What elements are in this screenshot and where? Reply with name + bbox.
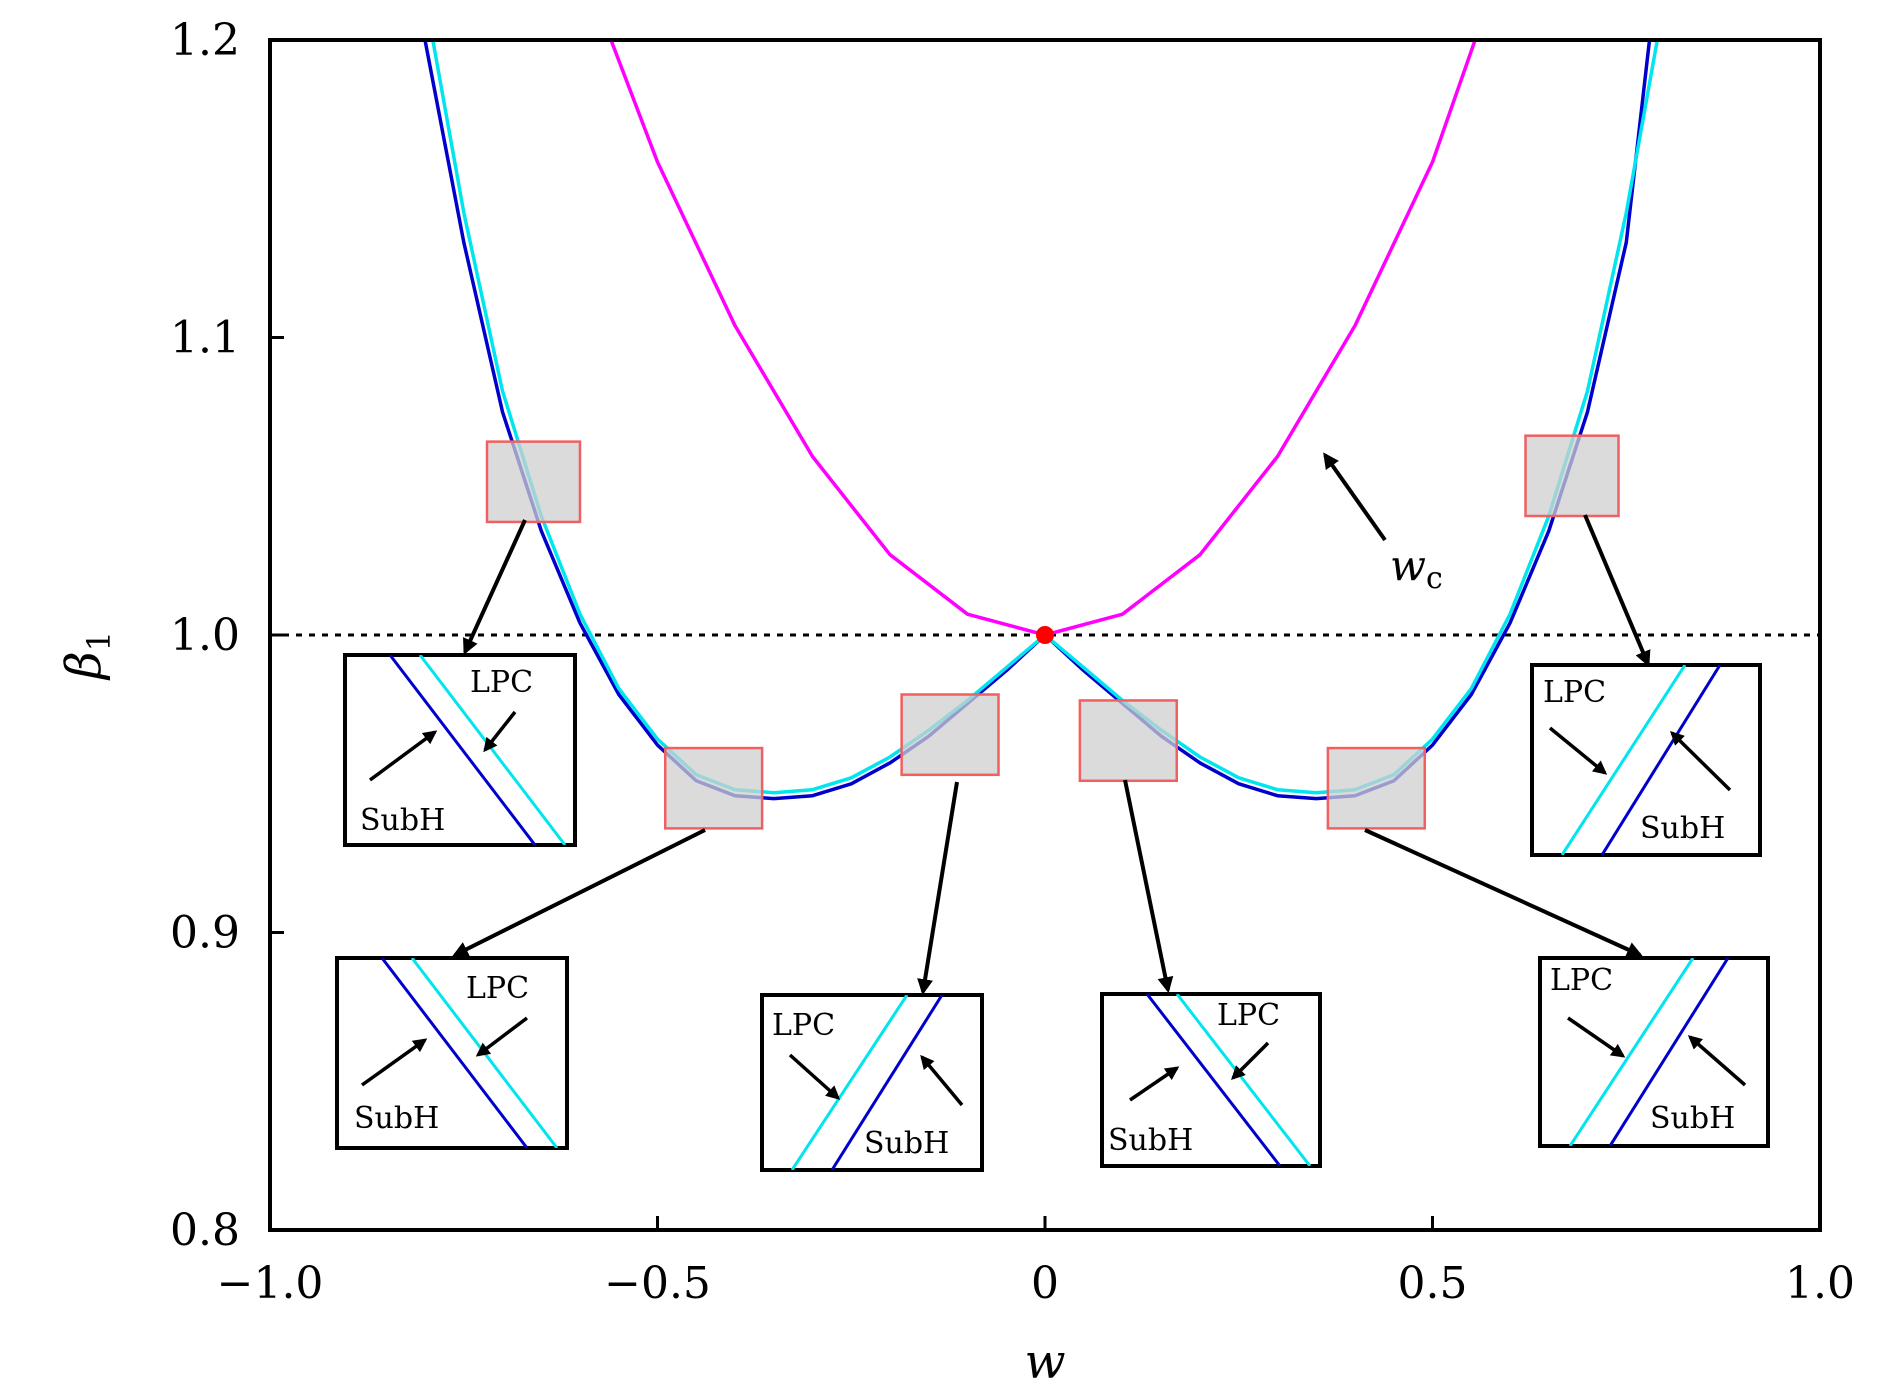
- inset-subh-label-1: SubH: [354, 1101, 439, 1136]
- x-tick-label-0: −1.0: [217, 1258, 324, 1309]
- highlight-region-4: [1326, 746, 1426, 830]
- wc-annotation: wc: [1323, 452, 1443, 596]
- inset-frame-1: [335, 956, 569, 1150]
- inset-pointer-arrow-0: [463, 519, 527, 655]
- inset-frame-3: [1100, 992, 1322, 1168]
- series-line-2: [431, 40, 1660, 795]
- x-axis-label: w: [1024, 1334, 1065, 1390]
- inset-panel-3: LPC SubH: [1100, 779, 1322, 1168]
- inset-lines-3: [1145, 994, 1312, 1166]
- inset-lpc-line-3: [1175, 994, 1312, 1166]
- inset-lpc-line-5: [1560, 665, 1687, 855]
- inset-lpc-label-0: LPC: [470, 665, 533, 700]
- inset-lines-5: [1560, 665, 1722, 855]
- inset-panel-5: LPC SubH: [1530, 514, 1762, 857]
- inset-subh-line-1: [380, 958, 529, 1148]
- inset-lpc-arrow-5: [1548, 726, 1608, 775]
- inset-subh-label-5: SubH: [1640, 811, 1725, 846]
- inset-pointer-arrow-1: [452, 828, 706, 957]
- inset-subh-arrow-5: [1670, 731, 1732, 792]
- x-axis-ticks: −1.0 −0.5 0 0.5 1.0: [217, 1216, 1855, 1309]
- inset-subh-line-2: [830, 995, 944, 1170]
- inset-pointer-arrow-2: [917, 781, 959, 996]
- highlight-region-5: [1524, 434, 1620, 518]
- inset-lines-4: [1568, 958, 1730, 1146]
- inset-lpc-arrow-2: [788, 1053, 841, 1100]
- inset-subh-line-5: [1600, 665, 1722, 855]
- inset-panel-2: LPC SubH: [760, 781, 984, 1172]
- inset-frame-4: [1538, 956, 1770, 1148]
- series-line-0: [609, 40, 1477, 637]
- inset-subh-label-0: SubH: [360, 803, 445, 838]
- inset-subh-arrow-1: [360, 1038, 428, 1087]
- inset-subh-arrow-4: [1687, 1035, 1747, 1087]
- x-tick-label-3: 0.5: [1398, 1258, 1468, 1309]
- inset-subh-line-0: [388, 655, 537, 845]
- x-tick-label-4: 1.0: [1785, 1258, 1855, 1309]
- inset-lpc-arrow-3: [1231, 1041, 1270, 1080]
- inset-panel-0: LPC SubH: [343, 519, 577, 847]
- wc-label-sub: c: [1426, 561, 1443, 596]
- inset-subh-label-2: SubH: [864, 1126, 949, 1161]
- inset-pointer-arrow-5: [1583, 514, 1651, 667]
- y-tick-label-3: 1.1: [170, 313, 240, 364]
- inset-subh-line-3: [1145, 994, 1282, 1166]
- inset-subh-line-4: [1608, 958, 1730, 1146]
- y-axis-label: β1: [56, 631, 118, 681]
- highlight-region-1: [664, 746, 764, 830]
- highlight-region-0: [485, 440, 582, 524]
- y-axis-label-sub: 1: [80, 631, 118, 651]
- inset-lpc-label-5: LPC: [1543, 675, 1606, 710]
- svg-text:wc: wc: [1390, 541, 1443, 596]
- x-tick-label-1: −0.5: [604, 1258, 711, 1309]
- y-tick-label-0: 0.8: [170, 1205, 240, 1256]
- inset-lpc-label-4: LPC: [1550, 963, 1613, 998]
- inset-lpc-arrow-4: [1567, 1016, 1626, 1058]
- inset-lpc-line-2: [790, 995, 909, 1170]
- inset-lpc-label-3: LPC: [1217, 998, 1280, 1033]
- curves-layer: [423, 40, 1660, 801]
- inset-lpc-arrow-0: [483, 710, 517, 753]
- inset-pointer-arrow-4: [1364, 828, 1643, 957]
- highlight-region-2: [900, 693, 1000, 777]
- inset-lpc-label-1: LPC: [466, 971, 529, 1006]
- inset-subh-arrow-3: [1129, 1066, 1180, 1102]
- y-axis-ticks: 0.8 0.9 1.0 1.1 1.2: [170, 15, 284, 1256]
- series-line-1: [423, 40, 1652, 801]
- y-tick-label-1: 0.9: [170, 908, 240, 959]
- inset-panel-4: LPC SubH: [1364, 828, 1770, 1148]
- inset-lines-2: [790, 995, 944, 1170]
- inset-subh-arrow-0: [368, 730, 438, 782]
- x-tick-label-2: 0: [1031, 1258, 1059, 1309]
- inset-lpc-label-2: LPC: [772, 1008, 835, 1043]
- special-point-0: [1036, 626, 1054, 644]
- inset-subh-label-4: SubH: [1650, 1101, 1735, 1136]
- svg-text:β1: β1: [56, 631, 118, 681]
- highlight-region-3: [1078, 699, 1178, 783]
- inset-lpc-arrow-1: [475, 1016, 529, 1057]
- inset-lpc-line-4: [1568, 958, 1695, 1146]
- points-layer: [1036, 626, 1054, 644]
- wc-label: w: [1390, 541, 1426, 590]
- inset-pointer-arrow-3: [1123, 779, 1174, 994]
- y-tick-label-4: 1.2: [170, 15, 240, 66]
- y-tick-label-2: 1.0: [170, 610, 240, 661]
- wc-arrow: [1323, 452, 1387, 542]
- insets-layer: LPC SubH LPC SubH LPC SubH LPC SubH LPC SubH LPC Su…: [335, 514, 1770, 1172]
- inset-subh-arrow-2: [920, 1054, 964, 1107]
- inset-frame-5: [1530, 663, 1762, 857]
- y-axis-label-main: β: [56, 651, 112, 681]
- inset-panel-1: LPC SubH: [335, 828, 706, 1150]
- inset-subh-label-3: SubH: [1108, 1123, 1193, 1158]
- inset-frame-0: [343, 653, 577, 847]
- highlight-regions-layer: [485, 434, 1620, 830]
